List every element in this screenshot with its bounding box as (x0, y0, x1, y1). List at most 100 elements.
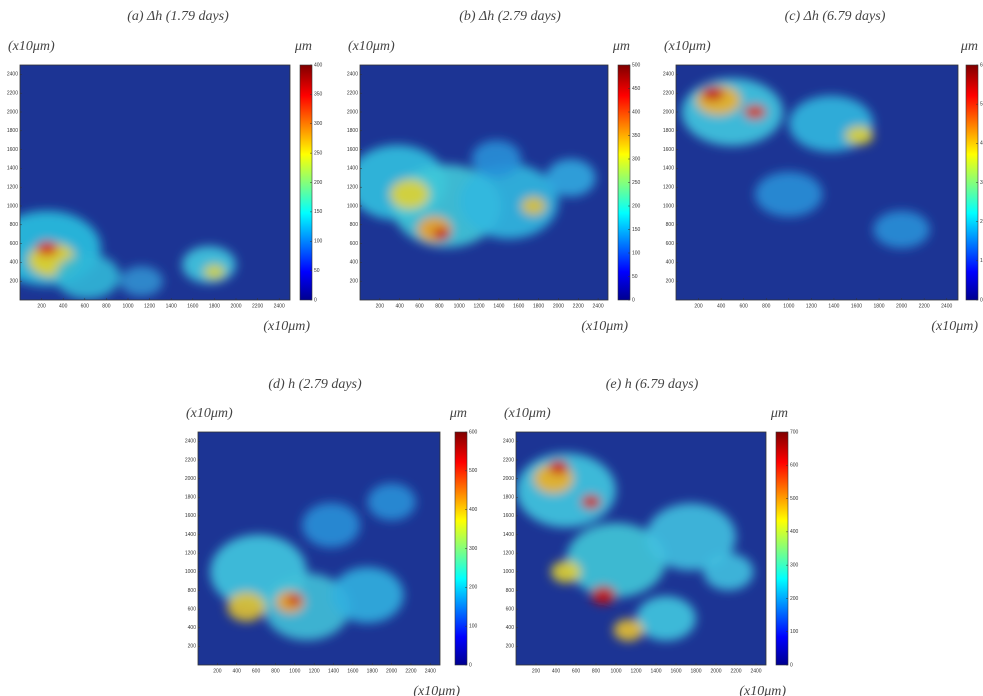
y-tick-label: 1600 (347, 147, 358, 153)
x-tick-label: 1600 (513, 303, 524, 309)
x-tick-label: 400 (59, 303, 68, 309)
y-tick-label: 1000 (503, 569, 514, 575)
heatmap-blob (302, 502, 361, 548)
x-tick-label: 600 (740, 303, 749, 309)
y-tick-label: 1800 (663, 128, 674, 134)
x-tick-label: 200 (694, 303, 703, 309)
colorbar-tick-label: 300 (790, 562, 799, 568)
colorbar-tick-label: 350 (632, 133, 641, 139)
x-tick-label: 1800 (367, 668, 378, 674)
plot-frame (675, 64, 959, 301)
heatmap-blob (367, 483, 416, 521)
heatmap-field (198, 432, 440, 665)
y-tick-label: 1400 (347, 166, 358, 172)
x-tick-label: 2000 (553, 303, 564, 309)
y-axis-label: (x10μm) (8, 39, 55, 54)
heatmap-blob (646, 503, 736, 571)
heatmap-blob (36, 240, 58, 256)
x-tick-label: 1200 (144, 303, 155, 309)
colorbar-tick-label: 0 (314, 297, 317, 303)
heatmap-blob (703, 553, 754, 591)
x-tick-label: 1200 (473, 303, 484, 309)
y-tick-label: 2200 (347, 91, 358, 97)
colorbar-tick-label: 150 (314, 209, 323, 215)
x-tick-label: 1200 (806, 303, 817, 309)
x-tick-label: 1000 (610, 668, 621, 674)
x-tick-label: 2200 (730, 668, 741, 674)
y-tick-label: 2400 (7, 72, 18, 78)
colorbar-label: μm (960, 39, 978, 54)
colorbar-tick-label: 200 (980, 219, 983, 225)
colorbar-tick-label: 200 (469, 585, 478, 591)
heatmap-blob (331, 567, 404, 624)
heatmap-blob (681, 78, 784, 146)
colorbar-tick-label: 600 (469, 429, 478, 435)
heatmap-blob (581, 494, 601, 510)
colorbar-tick-label: 600 (790, 463, 799, 469)
colorbar-label: μm (770, 406, 788, 421)
colorbar-tick-label: 250 (314, 150, 323, 156)
colorbar-tick-label: 400 (632, 109, 641, 115)
x-tick-label: 1600 (851, 303, 862, 309)
x-tick-label: 1400 (828, 303, 839, 309)
heatmap-blobs (681, 78, 930, 249)
x-tick-label: 1800 (873, 303, 884, 309)
x-tick-label: 1000 (454, 303, 465, 309)
y-tick-label: 200 (10, 279, 19, 285)
y-tick-label: 1200 (347, 185, 358, 191)
x-tick-label: 2000 (710, 668, 721, 674)
colorbar-tick-label: 500 (632, 62, 641, 68)
plot-frame (359, 64, 609, 301)
y-tick-label: 800 (10, 222, 19, 228)
plot-frame (515, 431, 767, 666)
x-tick-label: 2200 (573, 303, 584, 309)
plot-frame (19, 64, 291, 301)
colorbar-tick-label: 400 (790, 529, 799, 535)
y-tick-label: 1400 (7, 166, 18, 172)
heatmap-blob (471, 140, 522, 178)
y-tick-label: 600 (666, 241, 675, 247)
y-tick-label: 2000 (7, 109, 18, 115)
colorbar-tick-label: 200 (314, 180, 323, 186)
x-tick-label: 1200 (309, 668, 320, 674)
x-tick-label: 1600 (187, 303, 198, 309)
heatmap-blobs (516, 452, 754, 642)
y-tick-label: 2200 (503, 457, 514, 463)
x-tick-label: 600 (252, 668, 261, 674)
colorbar-tick-label: 100 (980, 258, 983, 264)
x-tick-label: 400 (552, 668, 561, 674)
y-tick-label: 2200 (7, 91, 18, 97)
y-tick-label: 2000 (663, 109, 674, 115)
y-tick-label: 400 (10, 260, 19, 266)
y-tick-label: 2400 (185, 439, 196, 445)
y-tick-label: 2400 (663, 72, 674, 78)
y-tick-label: 400 (506, 625, 515, 631)
colorbar-tick-label: 100 (790, 629, 799, 635)
colorbar (775, 431, 789, 666)
x-tick-label: 1000 (122, 303, 133, 309)
colorbar-tick-label: 400 (314, 62, 323, 68)
plot-frame (197, 431, 441, 666)
y-tick-label: 2200 (663, 91, 674, 97)
colorbar-tick-label: 450 (632, 86, 641, 92)
x-tick-label: 2400 (274, 303, 285, 309)
y-tick-label: 800 (506, 588, 515, 594)
panel-title: (c) Δh (6.79 days) (785, 9, 886, 24)
y-tick-label: 1400 (503, 532, 514, 538)
colorbar-label: μm (449, 406, 467, 421)
colorbar-tick-label: 500 (469, 468, 478, 474)
heatmap-blob (227, 591, 266, 622)
x-tick-label: 1600 (347, 668, 358, 674)
heatmap-blob (546, 159, 596, 197)
x-tick-label: 600 (81, 303, 90, 309)
heatmap-blob (55, 253, 120, 300)
colorbar-label: μm (612, 39, 630, 54)
y-tick-label: 800 (666, 222, 675, 228)
x-tick-label: 1800 (533, 303, 544, 309)
heatmap-blob (551, 560, 581, 583)
x-tick-label: 2000 (896, 303, 907, 309)
heatmap-field (20, 65, 290, 300)
heatmap-blobs (360, 140, 596, 248)
colorbar-tick-label: 400 (980, 141, 983, 147)
